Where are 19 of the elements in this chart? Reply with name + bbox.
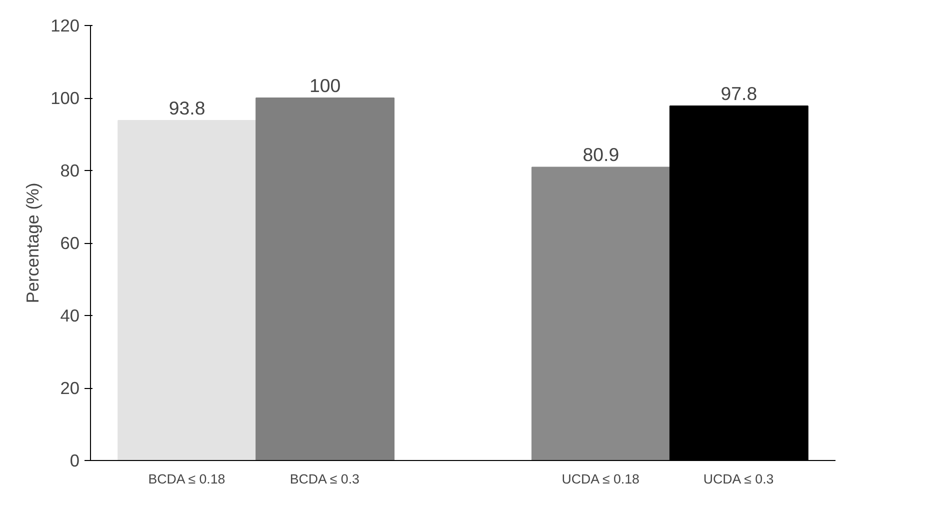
x-tick-label: BCDA ≤ 0.3 bbox=[290, 472, 360, 486]
x-tick-label: BCDA ≤ 0.18 bbox=[148, 472, 226, 486]
y-tick-label: 120 bbox=[50, 16, 80, 36]
y-tick-label: 0 bbox=[70, 450, 80, 470]
y-tick-label: 100 bbox=[50, 88, 80, 108]
data-label: 97.8 bbox=[720, 82, 758, 104]
data-label: 100 bbox=[309, 75, 341, 96]
y-tick-label: 80 bbox=[60, 160, 80, 180]
x-tick-label: UCDA ≤ 0.18 bbox=[562, 472, 640, 486]
bar bbox=[118, 120, 257, 460]
bar bbox=[256, 98, 395, 460]
y-tick-label: 20 bbox=[60, 378, 80, 398]
data-label: 93.8 bbox=[168, 97, 206, 118]
x-tick-label: UCDA ≤ 0.3 bbox=[703, 472, 774, 486]
y-tick-label: 60 bbox=[60, 233, 80, 253]
y-tick-label: 40 bbox=[60, 306, 80, 326]
bar bbox=[531, 166, 670, 460]
y-axis-title: Percentage (%) bbox=[22, 182, 43, 304]
data-label: 80.9 bbox=[582, 144, 620, 166]
